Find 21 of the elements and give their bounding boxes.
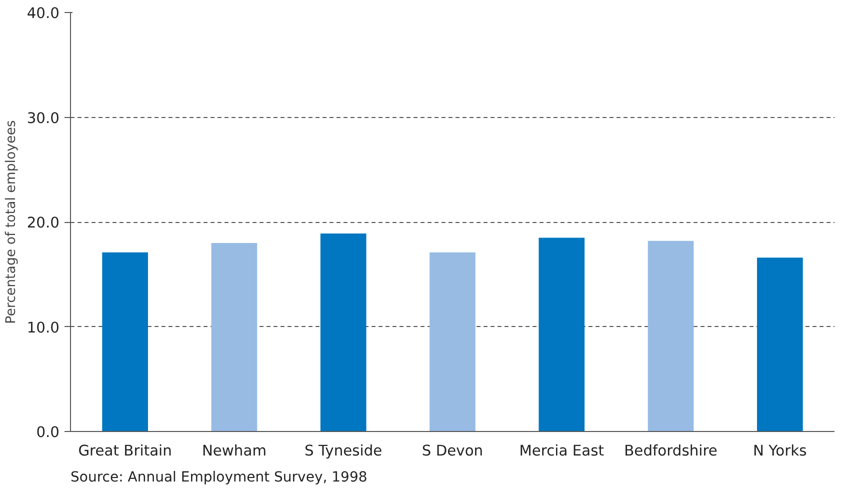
bar	[320, 234, 366, 432]
y-tick-label: 0.0	[36, 424, 60, 441]
x-tick-label: Great Britain	[78, 442, 172, 460]
bar	[430, 252, 476, 432]
x-tick-label: S Devon	[422, 442, 484, 460]
bar	[538, 238, 585, 432]
bar	[102, 252, 148, 432]
y-axis-title: Percentage of total employees	[4, 120, 19, 324]
y-tick-label: 40.0	[26, 5, 60, 22]
bar	[211, 242, 258, 432]
y-tick-label: 20.0	[26, 214, 60, 232]
x-tick-label: Mercia East	[519, 442, 604, 460]
bar	[648, 240, 694, 432]
source-note: Source: Annual Employment Survey, 1998	[70, 470, 368, 486]
x-tick-label: N Yorks	[753, 442, 807, 460]
x-tick-label: Bedfordshire	[624, 442, 718, 460]
x-tick-label: S Tyneside	[304, 442, 382, 460]
y-tick-label: 10.0	[26, 319, 60, 336]
bar	[757, 258, 803, 432]
x-tick-label: Newham	[202, 442, 266, 460]
y-tick-label: 30.0	[26, 110, 60, 127]
